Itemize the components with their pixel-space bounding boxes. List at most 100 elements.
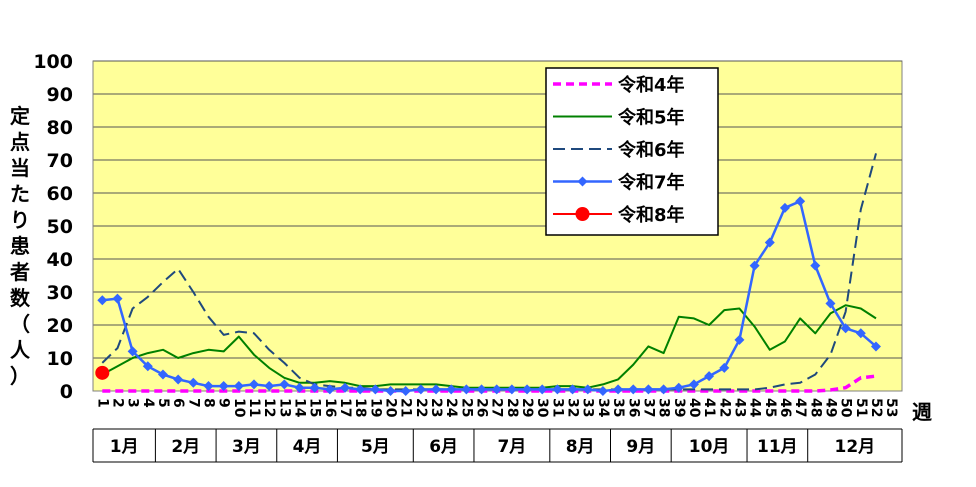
month-label: 7月 [497,437,526,457]
x-tick-label: 2 [109,398,125,408]
y-axis-label-char: 患 [10,234,30,258]
data-point [249,379,259,390]
x-tick-label: 32 [565,398,581,417]
x-tick-label: 38 [656,398,672,417]
series-line [102,374,877,393]
series-line [101,304,877,389]
y-axis-label-char: 人 [10,338,31,362]
series-group [95,153,881,396]
x-tick-label: 42 [716,398,732,417]
data-point [597,386,608,396]
data-point [203,381,214,392]
y-tick-label: 80 [47,117,73,139]
data-point [446,384,457,395]
y-axis-label-char: 当 [10,156,30,180]
data-point [309,382,320,393]
data-point [97,295,108,306]
legend-label: 令和4年 [617,74,685,96]
data-point [825,298,836,309]
data-point [628,384,639,395]
y-axis-label-char: た [10,182,30,206]
data-point [127,346,138,357]
x-tick-label: 39 [671,398,687,417]
x-tick-label: 52 [868,398,884,417]
x-tick-label: 46 [777,398,793,417]
data-point [613,384,624,395]
y-tick-label: 20 [47,315,73,337]
y-axis-label-char: ） [10,364,30,388]
data-point [491,384,502,395]
month-axis: 1月 2月 3月 4月 5月 6月 7月 8月 9月 10月 11月 12月 [92,428,903,463]
month-label: 11月 [757,437,798,457]
x-tick-label: 20 [383,398,399,418]
data-point [734,334,745,345]
data-point [749,260,760,271]
month-label: 5月 [361,437,390,457]
series-line [102,200,877,393]
data-point [704,371,715,382]
legend-label: 令和8年 [617,204,685,226]
data-point [415,384,426,395]
data-point [400,386,411,396]
legend-marker [577,176,588,187]
x-tick-label: 29 [519,398,535,417]
data-point [779,202,790,213]
y-tick-label: 50 [47,216,73,238]
data-point [461,384,472,395]
data-point [324,384,335,395]
month-label: 12月 [835,437,876,457]
y-axis-label-char: （ [10,312,30,336]
gridlines [93,60,902,359]
data-point [795,196,806,207]
legend-box [545,67,719,236]
x-tick-label: 10 [231,398,247,418]
data-point [567,384,578,395]
x-tick-label: 23 [428,398,444,417]
x-tick-label: 26 [474,398,490,417]
legend-marker [575,207,590,221]
x-tick-label: 22 [413,398,429,417]
x-tick-label: 7 [185,398,201,408]
y-axis-label-char: 数 [10,286,31,310]
y-axis-label-char: り [10,208,30,232]
x-tick-label: 51 [853,398,869,417]
x-tick-label: 6 [170,398,186,408]
x-tick-label: 48 [807,398,823,417]
data-point [173,374,184,385]
data-point [476,384,487,395]
data-point [370,384,381,395]
x-tick-label: 18 [352,398,368,417]
y-tick-label: 10 [47,348,73,370]
x-tick-label: 12 [261,398,277,417]
x-tick-label: 19 [367,398,383,417]
y-axis-label-char: 者 [9,260,30,284]
legend-label: 令和5年 [617,107,685,129]
data-point [264,381,275,392]
month-label: 9月 [626,437,655,457]
x-tick-label: 43 [731,398,747,417]
y-tick-label: 100 [33,51,73,73]
x-tick-label: 41 [701,398,717,417]
x-tick-label: 16 [322,398,338,417]
x-tick-label: 34 [595,398,611,418]
y-tick-label: 60 [47,183,73,205]
series-令和4年 [102,374,877,393]
data-point [522,384,533,395]
month-label: 4月 [293,437,322,457]
y-tick-label: 90 [47,84,73,106]
x-tick-label: 37 [640,398,656,417]
data-point [506,384,517,395]
x-tick-label: 5 [155,398,171,408]
x-tick-label: 3 [125,398,141,408]
x-tick-label: 24 [443,398,459,418]
x-tick-label: 28 [504,398,520,417]
x-tick-label: 15 [307,398,323,417]
data-point [95,365,110,380]
x-tick-label: 21 [398,398,414,417]
data-point [688,379,699,390]
y-axis-label-char: 点 [10,130,30,154]
x-tick-label: 27 [489,398,505,417]
series-令和8年 [95,365,110,380]
